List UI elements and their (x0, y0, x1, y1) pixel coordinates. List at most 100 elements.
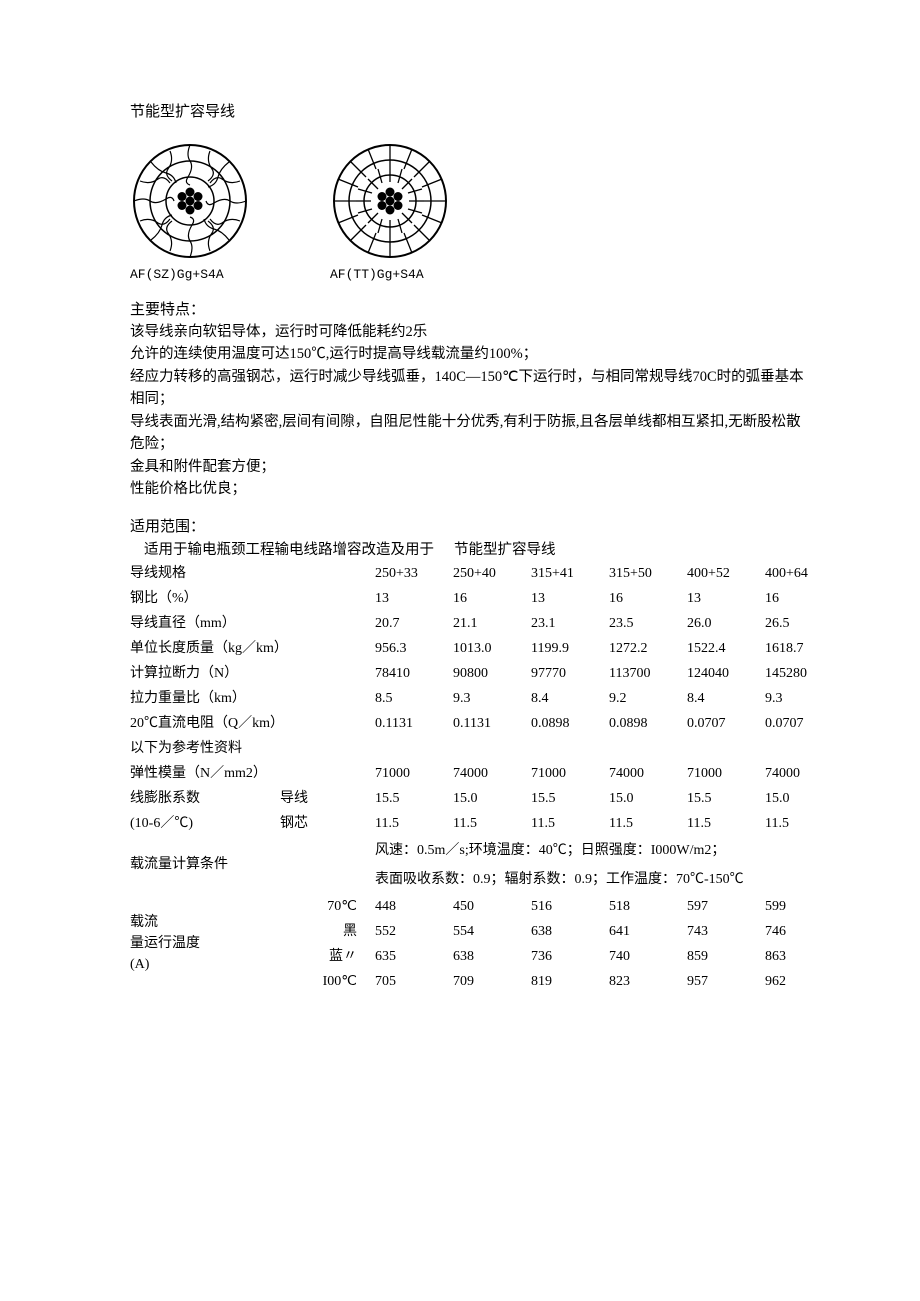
features-header: 主要特点： (130, 298, 815, 319)
table-row: 拉力重量比（km） 8.5 9.3 8.4 9.2 8.4 9.3 (130, 686, 843, 711)
table-row: 线膨胀系数 导线 15.5 15.0 15.5 15.0 15.5 15.0 (130, 786, 843, 811)
cell: 13 (687, 586, 765, 611)
cell: 859 (687, 944, 765, 969)
row-label: 线膨胀系数 (130, 786, 280, 811)
cell: 400+64 (765, 561, 843, 586)
carry-label-1: 载流 (130, 915, 158, 930)
cell: 11.5 (687, 811, 765, 836)
row-label: 计算拉断力（N） (130, 661, 280, 686)
cell: 8.4 (687, 686, 765, 711)
cell: 71000 (375, 761, 453, 786)
row-label: 载流 量运行温度 (A) (130, 894, 280, 994)
cell: 957 (687, 969, 765, 994)
cell: 743 (687, 919, 765, 944)
cell: 71000 (531, 761, 609, 786)
cell: 448 (375, 894, 453, 919)
table-row: 20℃直流电阻（Q／km） 0.1131 0.1131 0.0898 0.089… (130, 711, 843, 736)
cell: 450 (453, 894, 531, 919)
row-label: (10-6／℃) (130, 811, 280, 836)
feature-item: 允许的连续使用温度可达150℃,运行时提高导线载流量约100%； (130, 343, 815, 365)
row-label: 20℃直流电阻（Q／km） (130, 711, 375, 736)
row-label: 导线直径（mm） (130, 611, 280, 636)
row-label: 导线规格 (130, 561, 280, 586)
cell: 8.4 (531, 686, 609, 711)
scope-header: 适用范围： (130, 515, 815, 536)
row-sublabel: 导线 (280, 786, 375, 811)
cell: 15.5 (531, 786, 609, 811)
scope-text-a: 适用于输电瓶颈工程输电线路增容改造及用于 (144, 542, 434, 558)
cell: 21.1 (453, 611, 531, 636)
cell: 15.0 (453, 786, 531, 811)
cable-cross-section-sz-icon (130, 141, 250, 261)
cell: 11.5 (453, 811, 531, 836)
table-row: 计算拉断力（N） 78410 90800 97770 113700 124040… (130, 661, 843, 686)
cell: 26.5 (765, 611, 843, 636)
table-row: 钢比（%） 13 16 13 16 13 16 (130, 586, 843, 611)
cell: 97770 (531, 661, 609, 686)
cell: 709 (453, 969, 531, 994)
cell: 597 (687, 894, 765, 919)
scope-text-b: 节能型扩容导线 (454, 542, 556, 558)
calc-condition: 风速：0.5m／s;环境温度：40℃；日照强度：I000W/m2； (375, 836, 843, 865)
cell: 516 (531, 894, 609, 919)
carry-label-2: 量运行温度 (130, 936, 200, 951)
cell: 0.1131 (375, 711, 453, 736)
cell: 9.2 (609, 686, 687, 711)
cell: 736 (531, 944, 609, 969)
cell: 599 (765, 894, 843, 919)
cell: 16 (609, 586, 687, 611)
cell: 746 (765, 919, 843, 944)
table-row: 导线规格 250+33 250+40 315+41 315+50 400+52 … (130, 561, 843, 586)
cell: 145280 (765, 661, 843, 686)
cell: 13 (375, 586, 453, 611)
cell: 20.7 (375, 611, 453, 636)
cell: 635 (375, 944, 453, 969)
spec-table: 导线规格 250+33 250+40 315+41 315+50 400+52 … (130, 561, 843, 994)
cell: 1199.9 (531, 636, 609, 661)
table-row: 载流量计算条件 风速：0.5m／s;环境温度：40℃；日照强度：I000W/m2… (130, 836, 843, 865)
diagram-right: AF(TT)Gg+S4A (330, 141, 450, 282)
cell: 11.5 (765, 811, 843, 836)
cell: 11.5 (531, 811, 609, 836)
cell: 0.0707 (765, 711, 843, 736)
cell: 11.5 (609, 811, 687, 836)
cell: 315+41 (531, 561, 609, 586)
page-title: 节能型扩容导线 (130, 100, 815, 121)
cell: 9.3 (765, 686, 843, 711)
cell: 16 (765, 586, 843, 611)
features-list: 该导线亲向软铝导体，运行时可降低能耗约2乐 允许的连续使用温度可达150℃,运行… (130, 321, 815, 501)
cell: 13 (531, 586, 609, 611)
diagram-right-label: AF(TT)Gg+S4A (330, 267, 424, 282)
cell: 23.1 (531, 611, 609, 636)
cell: 823 (609, 969, 687, 994)
table-row: 单位长度质量（kg／km） 956.3 1013.0 1199.9 1272.2… (130, 636, 843, 661)
cell: 554 (453, 919, 531, 944)
row-label: 钢比（%） (130, 586, 280, 611)
row-label: 单位长度质量（kg／km） (130, 636, 375, 661)
calc-condition: 表面吸收系数：0.9；辐射系数：0.9；工作温度：70℃-150℃ (375, 865, 843, 894)
cell: 9.3 (453, 686, 531, 711)
cell: 1013.0 (453, 636, 531, 661)
cell: 705 (375, 969, 453, 994)
cell: 0.0707 (687, 711, 765, 736)
row-label: 载流量计算条件 (130, 836, 280, 894)
row-label: 弹性模量（N／mm2） (130, 761, 375, 786)
temp-label: I00℃ (280, 969, 375, 994)
carry-label-3: (A) (130, 957, 149, 972)
cell: 23.5 (609, 611, 687, 636)
cell: 1522.4 (687, 636, 765, 661)
cell: 90800 (453, 661, 531, 686)
cell: 0.0898 (531, 711, 609, 736)
diagram-left: AF(SZ)Gg+S4A (130, 141, 250, 282)
cell: 15.0 (765, 786, 843, 811)
cell: 956.3 (375, 636, 453, 661)
diagram-row: AF(SZ)Gg+S4A (130, 141, 815, 282)
temp-label: 黑 (280, 919, 375, 944)
cell: 400+52 (687, 561, 765, 586)
row-sublabel: 钢芯 (280, 811, 375, 836)
cell: 641 (609, 919, 687, 944)
cell: 819 (531, 969, 609, 994)
cell: 552 (375, 919, 453, 944)
cell: 74000 (765, 761, 843, 786)
cell: 740 (609, 944, 687, 969)
